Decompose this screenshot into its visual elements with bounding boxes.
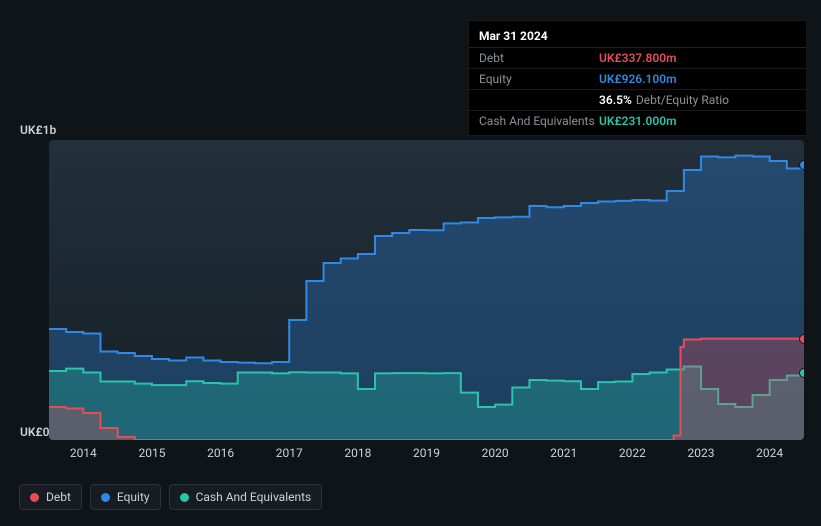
tooltip-row-value: 36.5%Debt/Equity Ratio [599, 93, 729, 107]
tooltip-row-label: Debt [479, 51, 599, 65]
tooltip-row-label [479, 93, 599, 107]
legend-item-debt[interactable]: Debt [19, 484, 82, 510]
tooltip-row-value: UK£337.800m [599, 51, 677, 65]
legend-dot-icon [180, 493, 189, 502]
y-axis-label-min: UK£0 [20, 425, 49, 439]
x-axis-tick: 2018 [344, 446, 371, 460]
tooltip-rows: DebtUK£337.800mEquityUK£926.100m36.5%Deb… [469, 48, 806, 131]
chart-tooltip: Mar 31 2024 DebtUK£337.800mEquityUK£926.… [468, 20, 807, 136]
legend-label: Debt [46, 490, 71, 504]
chart-container: Mar 31 2024 DebtUK£337.800mEquityUK£926.… [0, 0, 821, 526]
chart-plot[interactable] [49, 140, 804, 440]
x-axis-tick: 2017 [276, 446, 303, 460]
tooltip-row-label: Equity [479, 72, 599, 86]
chart-svg [49, 140, 804, 440]
series-marker [799, 334, 804, 344]
x-axis-tick: 2016 [207, 446, 234, 460]
legend-label: Cash And Equivalents [196, 490, 312, 504]
x-axis-tick: 2014 [70, 446, 97, 460]
x-axis-tick: 2015 [138, 446, 165, 460]
tooltip-row: EquityUK£926.100m [469, 69, 806, 90]
x-axis-tick: 2023 [688, 446, 715, 460]
x-axis-tick: 2024 [756, 446, 783, 460]
chart-area: UK£1b UK£0 20142015201620172018201920202… [0, 120, 821, 470]
legend-dot-icon [101, 493, 110, 502]
tooltip-date: Mar 31 2024 [469, 25, 806, 48]
legend-label: Equity [117, 490, 150, 504]
series-marker [799, 160, 804, 170]
x-axis-tick: 2020 [482, 446, 509, 460]
legend: Debt Equity Cash And Equivalents [19, 484, 322, 510]
x-axis-tick: 2022 [619, 446, 646, 460]
legend-item-cash-and-equivalents[interactable]: Cash And Equivalents [169, 484, 323, 510]
legend-dot-icon [30, 493, 39, 502]
x-axis-tick: 2019 [413, 446, 440, 460]
x-axis-tick: 2021 [550, 446, 577, 460]
y-axis-label-max: UK£1b [20, 123, 56, 137]
legend-item-equity[interactable]: Equity [90, 484, 161, 510]
tooltip-row: 36.5%Debt/Equity Ratio [469, 90, 806, 111]
tooltip-row: DebtUK£337.800m [469, 48, 806, 69]
series-marker [799, 368, 804, 378]
x-axis: 2014 2015 2016 2017 2018 2019 2020 2021 2022 2023… [49, 446, 804, 464]
tooltip-row-value: UK£926.100m [599, 72, 677, 86]
